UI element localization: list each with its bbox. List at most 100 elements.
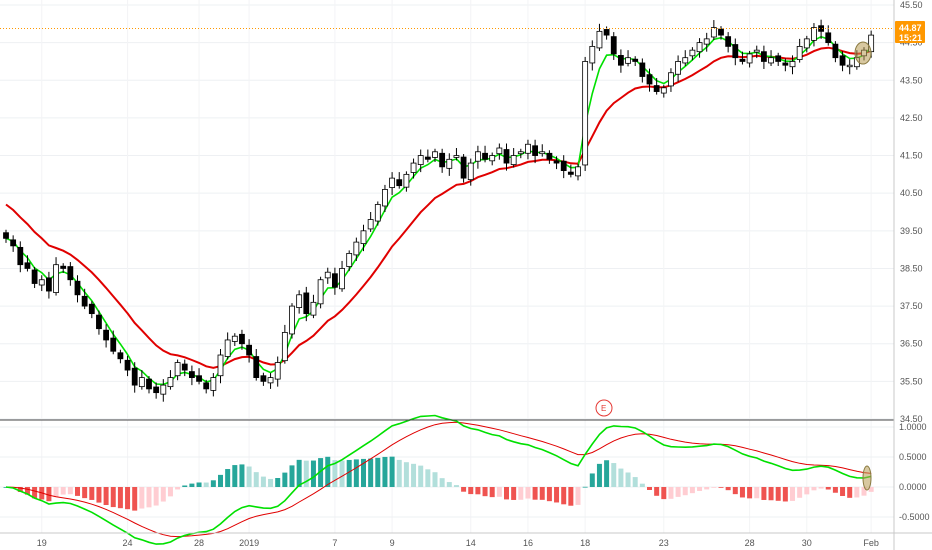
histogram-bar bbox=[811, 487, 817, 491]
candle-body bbox=[539, 151, 546, 155]
candle-body bbox=[575, 166, 581, 177]
price-tick-label: 35.50 bbox=[900, 376, 923, 386]
price-axis[interactable]: 45.5044.5043.5042.5041.5040.5039.5038.50… bbox=[900, 0, 923, 424]
candle-body bbox=[124, 359, 131, 371]
candle-body bbox=[610, 36, 617, 55]
histogram-bar bbox=[711, 487, 717, 488]
histogram-bar bbox=[303, 460, 309, 487]
price-tick-label: 45.50 bbox=[900, 0, 923, 10]
histogram-bar bbox=[461, 487, 467, 492]
time-tick-label: 28 bbox=[745, 538, 755, 548]
histogram-bar bbox=[110, 487, 116, 508]
last-price-tag[interactable] bbox=[895, 21, 925, 43]
histogram-bar bbox=[868, 487, 874, 492]
time-tick-label: 16 bbox=[523, 538, 533, 548]
candle-body bbox=[410, 162, 417, 173]
histogram-bar bbox=[546, 487, 552, 502]
histogram-bar bbox=[210, 480, 216, 487]
histogram-bar bbox=[747, 487, 753, 499]
time-tick-label: 2019 bbox=[239, 538, 259, 548]
candle-body bbox=[96, 314, 102, 330]
histogram-bar bbox=[582, 486, 588, 488]
candle-body bbox=[310, 301, 317, 316]
time-tick-label: 7 bbox=[332, 538, 337, 548]
histogram-bar bbox=[554, 487, 560, 503]
histogram-bar bbox=[117, 487, 123, 509]
histogram-bar bbox=[75, 487, 80, 496]
histogram-bar bbox=[754, 487, 760, 499]
time-axis[interactable]: 19 24 28 2019 7 9 14 16 18 23 28 30 Feb bbox=[37, 538, 879, 548]
histogram-bar bbox=[618, 468, 624, 487]
candle-body bbox=[589, 46, 596, 64]
histogram-bar bbox=[411, 463, 417, 487]
candle-body bbox=[811, 27, 817, 41]
histogram-bar bbox=[518, 487, 524, 500]
histogram-bar bbox=[339, 460, 345, 487]
candle-body bbox=[546, 152, 553, 160]
candle-body bbox=[796, 46, 803, 60]
candle-body bbox=[424, 156, 431, 160]
candle-body bbox=[38, 279, 45, 286]
earnings-marker[interactable] bbox=[595, 399, 613, 417]
histogram-bar bbox=[418, 465, 424, 487]
histogram-bar bbox=[725, 487, 731, 491]
histogram-bar bbox=[89, 487, 95, 500]
candle-body bbox=[482, 152, 488, 160]
histogram-bar bbox=[632, 477, 638, 487]
histogram-bar bbox=[218, 474, 223, 487]
candle-body bbox=[753, 49, 760, 53]
histogram-bar bbox=[840, 487, 846, 496]
candle-body bbox=[274, 362, 281, 380]
histogram-bar bbox=[739, 487, 745, 498]
histogram-bar bbox=[446, 482, 452, 487]
histogram-bar bbox=[103, 487, 109, 506]
candle-body bbox=[596, 30, 603, 49]
histogram-bar bbox=[389, 456, 395, 487]
candle-body bbox=[131, 367, 138, 386]
candle-body bbox=[303, 292, 310, 315]
candle-body bbox=[231, 335, 238, 342]
histogram-bar bbox=[439, 478, 445, 487]
candle-body bbox=[567, 171, 574, 175]
candle-body bbox=[746, 53, 753, 64]
histogram-bar bbox=[24, 487, 30, 495]
histogram-bar bbox=[639, 483, 645, 487]
time-tick-label: 28 bbox=[194, 538, 204, 548]
candle-body bbox=[632, 58, 639, 62]
candle-body bbox=[789, 61, 796, 68]
candle-body bbox=[281, 332, 288, 362]
histogram-bar bbox=[832, 487, 838, 493]
candle-body bbox=[403, 173, 410, 188]
histogram-bar bbox=[468, 487, 474, 495]
time-tick-label: 18 bbox=[580, 538, 590, 548]
macd-lines bbox=[5, 414, 872, 545]
candle-body bbox=[81, 295, 88, 307]
candle-body bbox=[668, 72, 674, 87]
candle-body bbox=[553, 160, 560, 164]
highlight-ellipse-macd bbox=[862, 465, 872, 491]
candle-body bbox=[24, 262, 31, 269]
last-price-label: 44.87 bbox=[899, 23, 922, 33]
candle-body bbox=[110, 337, 117, 352]
histogram-bar bbox=[511, 487, 517, 500]
candle-body bbox=[496, 147, 503, 155]
histogram-bar bbox=[453, 485, 459, 487]
histogram-bar bbox=[482, 487, 488, 497]
histogram-bar bbox=[561, 487, 567, 505]
candle-body bbox=[153, 386, 160, 394]
histogram-bar bbox=[139, 487, 145, 509]
candle-body bbox=[353, 241, 360, 256]
price-tick-label: 40.50 bbox=[900, 188, 923, 198]
candle-body bbox=[618, 55, 624, 66]
candle-body bbox=[818, 25, 824, 32]
histogram-bar bbox=[496, 487, 502, 497]
macd-axis[interactable]: 1.0000 0.5000 0.0000 -0.5000 bbox=[899, 422, 930, 522]
histogram-bar bbox=[368, 458, 374, 487]
candle-body bbox=[582, 61, 589, 166]
candle-body bbox=[146, 378, 152, 390]
candle-body bbox=[739, 58, 746, 62]
candle-body bbox=[31, 269, 38, 284]
histogram-bar bbox=[654, 487, 660, 496]
